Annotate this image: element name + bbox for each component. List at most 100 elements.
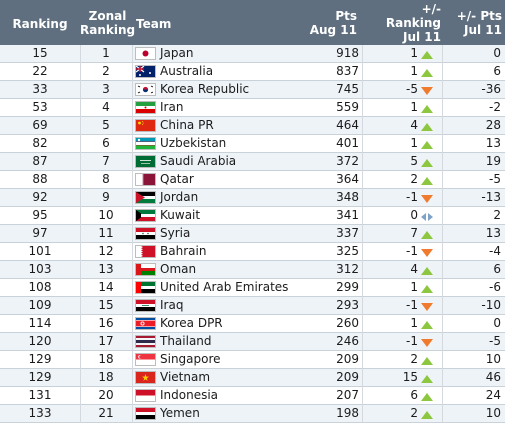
- team-name-link[interactable]: Iran: [160, 100, 184, 114]
- rank-change-cell: 1: [410, 46, 418, 60]
- team-name-link[interactable]: Thailand: [160, 334, 212, 348]
- points-change-cell: 0: [493, 316, 501, 330]
- team-name-link[interactable]: Vietnam: [160, 370, 211, 384]
- table-row[interactable]: 108 14 United Arab Emirates 299 1 -6: [0, 279, 505, 297]
- table-row[interactable]: 69 5 China PR 464 4 28: [0, 117, 505, 135]
- zonal-rank-cell: 18: [98, 370, 114, 384]
- rank-cell: 133: [28, 406, 52, 420]
- table-row[interactable]: 22 2 Australia 837 1 6: [0, 63, 505, 81]
- team-name-link[interactable]: Japan: [160, 46, 194, 60]
- zonal-rank-cell: 2: [102, 64, 110, 78]
- points-change-cell: 6: [493, 262, 501, 276]
- table-row[interactable]: 87 7 Saudi Arabia 372 5 19: [0, 153, 505, 171]
- points-cell: 348: [336, 190, 359, 204]
- table-row[interactable]: 109 15 Iraq 293 -1 -10: [0, 297, 505, 315]
- rank-change-cell: 2: [410, 172, 418, 186]
- team-name-link[interactable]: United Arab Emirates: [160, 280, 289, 294]
- points-change-cell: 6: [493, 64, 501, 78]
- points-change-cell: 10: [485, 352, 501, 366]
- rank-change-cell: -5: [406, 82, 418, 96]
- team-name-link[interactable]: Oman: [160, 262, 197, 276]
- header-points[interactable]: Pts Aug 11: [300, 9, 357, 37]
- rank-cell: 120: [28, 334, 52, 348]
- rank-change-cell: -1: [406, 190, 418, 204]
- kuwait-flag-icon: [135, 209, 156, 222]
- table-row[interactable]: 53 4 Iran 559 1 -2: [0, 99, 505, 117]
- header-points-change-line1: +/- Pts: [456, 9, 502, 23]
- header-ranking[interactable]: Ranking: [0, 17, 80, 31]
- team-name-link[interactable]: Saudi Arabia: [160, 154, 237, 168]
- header-points-change[interactable]: +/- Pts Jul 11: [442, 9, 502, 37]
- rank-change-cell: 1: [410, 64, 418, 78]
- rank-change-cell: 1: [410, 136, 418, 150]
- rank-change-cell: 4: [410, 118, 418, 132]
- points-cell: 312: [336, 262, 359, 276]
- oman-flag-icon: [135, 263, 156, 276]
- team-name-link[interactable]: Korea Republic: [160, 82, 250, 96]
- points-cell: 337: [336, 226, 359, 240]
- points-change-cell: 13: [485, 226, 501, 240]
- table-row[interactable]: 101 12 Bahrain 325 -1 -4: [0, 243, 505, 261]
- header-zonal-ranking[interactable]: Zonal Ranking: [80, 9, 135, 37]
- table-row[interactable]: 114 16 Korea DPR 260 1 0: [0, 315, 505, 333]
- rank-cell: 33: [32, 82, 48, 96]
- table-row[interactable]: 88 8 Qatar 364 2 -5: [0, 171, 505, 189]
- rank-cell: 114: [28, 316, 52, 330]
- table-row[interactable]: 120 17 Thailand 246 -1 -5: [0, 333, 505, 351]
- team-name-link[interactable]: Qatar: [160, 172, 194, 186]
- points-cell: 401: [336, 136, 359, 150]
- arrow-up-icon: [420, 49, 434, 59]
- rank-cell: 103: [28, 262, 52, 276]
- arrow-up-icon: [420, 67, 434, 77]
- table-row[interactable]: 33 3 Korea Republic 745 -5 -36: [0, 81, 505, 99]
- header-points-line1: Pts: [335, 9, 357, 23]
- team-name-link[interactable]: Indonesia: [160, 388, 219, 402]
- points-change-cell: -5: [489, 334, 501, 348]
- zonal-rank-cell: 6: [102, 136, 110, 150]
- header-rank-change-line2: Ranking: [385, 16, 441, 30]
- zonal-rank-cell: 9: [102, 190, 110, 204]
- table-row[interactable]: 95 10 Kuwait 341 0 2: [0, 207, 505, 225]
- table-row[interactable]: 129 18 Vietnam 209 15 46: [0, 369, 505, 387]
- table-row[interactable]: 97 11 Syria 337 7 13: [0, 225, 505, 243]
- team-name-link[interactable]: Uzbekistan: [160, 136, 227, 150]
- table-row[interactable]: 133 21 Yemen 198 2 10: [0, 405, 505, 423]
- arrow-up-icon: [420, 319, 434, 329]
- table-header: Ranking Zonal Ranking Team Pts Aug 11 +/…: [0, 0, 505, 45]
- arrow-up-icon: [420, 391, 434, 401]
- team-name-link[interactable]: Kuwait: [160, 208, 201, 222]
- rank-cell: 82: [32, 136, 48, 150]
- table-row[interactable]: 129 18 Singapore 209 2 10: [0, 351, 505, 369]
- rank-change-cell: 2: [410, 352, 418, 366]
- zonal-rank-cell: 7: [102, 154, 110, 168]
- header-team[interactable]: Team: [136, 17, 216, 31]
- team-name-link[interactable]: Korea DPR: [160, 316, 223, 330]
- table-row[interactable]: 92 9 Jordan 348 -1 -13: [0, 189, 505, 207]
- team-name-link[interactable]: Singapore: [160, 352, 221, 366]
- team-name-link[interactable]: Australia: [160, 64, 214, 78]
- zonal-rank-cell: 1: [102, 46, 110, 60]
- points-change-cell: 13: [485, 136, 501, 150]
- header-rank-change[interactable]: +/- Ranking Jul 11: [378, 2, 441, 44]
- rank-change-cell: -1: [406, 334, 418, 348]
- table-row[interactable]: 131 20 Indonesia 207 6 24: [0, 387, 505, 405]
- arrow-down-icon: [420, 337, 434, 347]
- team-name-link[interactable]: Yemen: [160, 406, 200, 420]
- team-name-link[interactable]: China PR: [160, 118, 214, 132]
- team-name-link[interactable]: Jordan: [160, 190, 199, 204]
- team-name-link[interactable]: Syria: [160, 226, 191, 240]
- rank-change-cell: 1: [410, 316, 418, 330]
- table-row[interactable]: 15 1 Japan 918 1 0: [0, 45, 505, 63]
- points-cell: 293: [336, 298, 359, 312]
- team-name-link[interactable]: Bahrain: [160, 244, 207, 258]
- points-cell: 207: [336, 388, 359, 402]
- points-change-cell: -5: [489, 172, 501, 186]
- points-cell: 918: [336, 46, 359, 60]
- table-row[interactable]: 103 13 Oman 312 4 6: [0, 261, 505, 279]
- singapore-flag-icon: [135, 353, 156, 366]
- table-row[interactable]: 82 6 Uzbekistan 401 1 13: [0, 135, 505, 153]
- rank-change-cell: -1: [406, 298, 418, 312]
- team-name-link[interactable]: Iraq: [160, 298, 184, 312]
- points-change-cell: -10: [481, 298, 501, 312]
- rank-cell: 87: [32, 154, 48, 168]
